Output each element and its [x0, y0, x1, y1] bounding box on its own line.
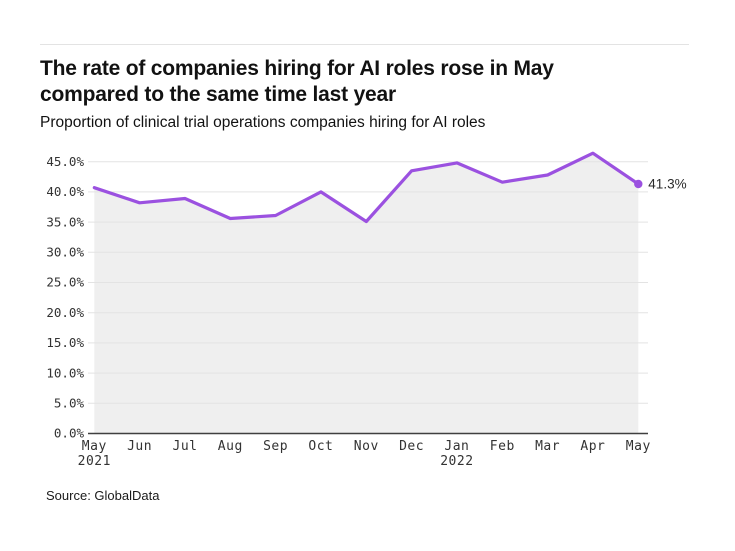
x-tick-year-label: 2021: [78, 454, 111, 469]
y-tick-label: 40.0%: [46, 184, 84, 199]
y-axis-labels: 0.0% 5.0% 10.0% 15.0% 20.0% 25.0% 30.0% 35.0% 40…: [46, 154, 84, 441]
x-tick-label: Feb: [490, 439, 515, 454]
y-tick-label: 10.0%: [46, 365, 84, 380]
y-tick-label: 45.0%: [46, 154, 84, 169]
gridlines: [88, 161, 648, 404]
y-tick-label: 15.0%: [46, 335, 84, 350]
top-divider: [40, 44, 689, 45]
x-tick-label: Jun: [127, 439, 152, 454]
x-tick-label: Aug: [218, 439, 243, 454]
end-point-marker: [634, 179, 643, 189]
x-tick-label: Mar: [535, 439, 560, 454]
x-tick-label: Oct: [308, 439, 333, 454]
chart-subtitle: Proportion of clinical trial operations …: [40, 114, 486, 131]
chart-area: 0.0% 5.0% 10.0% 15.0% 20.0% 25.0% 30.0% 35.0% 40…: [40, 140, 700, 480]
line-chart: 0.0% 5.0% 10.0% 15.0% 20.0% 25.0% 30.0% 35.0% 40…: [46, 151, 687, 469]
x-tick-label: Jul: [173, 439, 198, 454]
y-tick-label: 0.0%: [54, 426, 85, 441]
y-tick-label: 35.0%: [46, 214, 84, 229]
x-tick-label: Dec: [399, 439, 424, 454]
x-tick-label: Jan: [444, 439, 469, 454]
end-point-label: 41.3%: [648, 177, 686, 192]
x-tick-year-label: 2022: [440, 454, 473, 469]
x-tick-label: May: [626, 439, 651, 454]
y-tick-label: 5.0%: [54, 396, 85, 411]
y-tick-label: 20.0%: [46, 305, 84, 320]
area-fill: [94, 153, 639, 434]
page-title: The rate of companies hiring for AI role…: [40, 57, 554, 106]
x-tick-label: May: [82, 439, 107, 454]
y-tick-label: 25.0%: [46, 275, 84, 290]
y-tick-label: 30.0%: [46, 245, 84, 260]
trend-line: [92, 151, 640, 224]
x-tick-label: Nov: [354, 439, 379, 454]
x-tick-label: Sep: [263, 439, 288, 454]
source-note: Source: GlobalData: [46, 488, 160, 503]
x-tick-label: Apr: [580, 439, 605, 454]
